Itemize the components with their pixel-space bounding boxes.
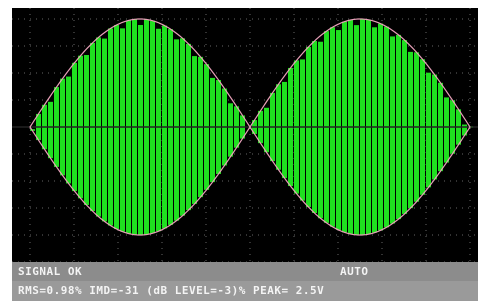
waveform-bar xyxy=(336,30,341,230)
readout: RMS=0.98% IMD=-31 (dB LEVEL=-3)% PEAK= 2… xyxy=(18,281,324,301)
waveform-bar xyxy=(48,102,53,158)
waveform-bar xyxy=(300,59,305,200)
waveform-bar xyxy=(282,82,287,178)
waveform-bar xyxy=(264,108,269,152)
waveform-bar xyxy=(408,52,413,208)
waveform-bar xyxy=(426,73,431,188)
waveform-bar xyxy=(354,25,359,235)
waveform-bar xyxy=(138,25,143,235)
waveform-bar xyxy=(120,28,125,231)
waveform-bar xyxy=(390,36,395,223)
waveform-bar xyxy=(174,39,179,220)
waveform-bar xyxy=(210,78,215,182)
waveform-bar xyxy=(102,39,107,222)
waveform-bar xyxy=(66,77,71,184)
waveform-bar xyxy=(84,55,89,205)
waveform-bar xyxy=(318,42,323,219)
waveform-bar xyxy=(228,103,233,156)
waveform-bar xyxy=(156,29,161,232)
scope-screen xyxy=(12,8,478,262)
mode-status: AUTO xyxy=(340,262,369,281)
waveform-bar xyxy=(192,56,197,204)
waveform-bar xyxy=(372,27,377,232)
page: SIGNAL OK AUTO RMS=0.98% IMD=-31 (dB LEV… xyxy=(0,0,489,301)
status-bar: SIGNAL OK AUTO xyxy=(12,262,478,281)
readout-bar: RMS=0.98% IMD=-31 (dB LEVEL=-3)% PEAK= 2… xyxy=(12,281,478,301)
signal-status: SIGNAL OK xyxy=(18,262,82,281)
waveform-bar xyxy=(444,97,449,162)
